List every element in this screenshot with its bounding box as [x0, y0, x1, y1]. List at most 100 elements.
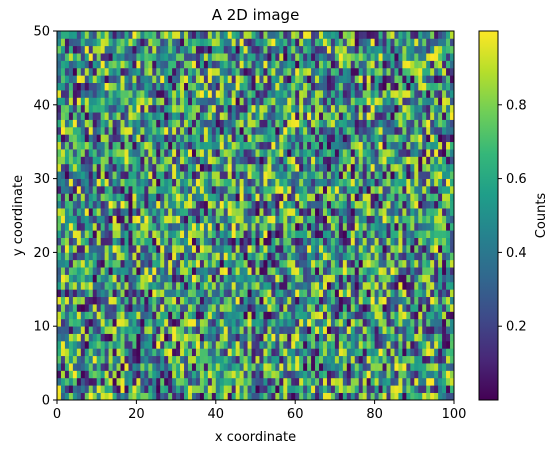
heatmap-cell — [243, 237, 248, 246]
heatmap-cell — [307, 53, 312, 61]
heatmap-cell — [378, 200, 383, 209]
heatmap-cell — [152, 97, 157, 106]
heatmap-cell — [88, 340, 94, 349]
heatmap-cell — [116, 252, 121, 261]
heatmap-cell — [378, 385, 383, 393]
heatmap-cell — [231, 208, 236, 216]
heatmap-cell — [267, 348, 272, 357]
heatmap-cell — [160, 38, 165, 47]
heatmap-cell — [366, 163, 371, 172]
heatmap-cell — [148, 53, 153, 61]
heatmap-cell — [60, 281, 66, 290]
heatmap-cell — [418, 222, 423, 231]
heatmap-cell — [319, 134, 324, 143]
heatmap-cell — [156, 274, 161, 283]
heatmap-cell — [303, 97, 308, 106]
heatmap-cell — [136, 104, 141, 113]
heatmap-cell — [152, 156, 157, 165]
heatmap-cell — [168, 31, 173, 39]
heatmap-cell — [180, 134, 185, 143]
heatmap-cell — [263, 333, 268, 342]
heatmap-cell — [430, 340, 435, 349]
heatmap-cell — [410, 104, 415, 113]
heatmap-cell — [88, 208, 94, 216]
heatmap-cell — [418, 31, 423, 39]
heatmap-cell — [116, 245, 121, 253]
heatmap-cell — [279, 348, 284, 357]
heatmap-cell — [303, 348, 308, 357]
heatmap-cell — [291, 178, 296, 187]
heatmap-cell — [283, 252, 288, 261]
heatmap-cell — [303, 215, 308, 224]
heatmap-cell — [338, 126, 344, 135]
heatmap-cell — [156, 296, 161, 305]
heatmap-cell — [76, 60, 82, 69]
heatmap-cell — [188, 112, 193, 120]
heatmap-cell — [140, 215, 145, 224]
heatmap-cell — [390, 208, 395, 216]
heatmap-cell — [450, 45, 455, 54]
heatmap-cell — [84, 377, 90, 386]
heatmap-cell — [124, 38, 129, 47]
heatmap-cell — [442, 75, 447, 84]
heatmap-cell — [346, 222, 352, 231]
heatmap-cell — [350, 385, 356, 393]
heatmap-cell — [132, 31, 137, 39]
heatmap-cell — [136, 82, 141, 91]
heatmap-cell — [128, 370, 133, 379]
heatmap-cell — [291, 90, 296, 98]
heatmap-cell — [406, 112, 411, 120]
heatmap-cell — [414, 90, 419, 98]
heatmap-cell — [116, 112, 121, 120]
heatmap-cell — [267, 377, 272, 386]
heatmap-cell — [382, 259, 387, 268]
heatmap-cell — [156, 215, 161, 224]
heatmap-cell — [410, 245, 415, 253]
heatmap-cell — [168, 215, 173, 224]
heatmap-cell — [64, 392, 70, 401]
heatmap-cell — [378, 333, 383, 342]
heatmap-cell — [235, 31, 240, 39]
heatmap-cell — [326, 185, 332, 194]
heatmap-cell — [350, 252, 356, 261]
heatmap-cell — [378, 252, 383, 261]
heatmap-cell — [188, 149, 193, 157]
heatmap-cell — [418, 237, 423, 246]
heatmap-cell — [68, 333, 74, 342]
heatmap-cell — [211, 97, 217, 106]
heatmap-cell — [211, 289, 217, 298]
heatmap-cell — [72, 215, 78, 224]
heatmap-cell — [215, 53, 221, 61]
heatmap-cell — [72, 112, 78, 120]
heatmap-cell — [72, 60, 78, 69]
heatmap-cell — [378, 237, 383, 246]
heatmap-cell — [57, 119, 62, 128]
heatmap-cell — [446, 245, 451, 253]
heatmap-cell — [394, 75, 399, 84]
heatmap-cell — [291, 53, 296, 61]
heatmap-cell — [430, 348, 435, 357]
heatmap-cell — [450, 318, 455, 327]
heatmap-cell — [438, 208, 443, 216]
heatmap-cell — [132, 90, 137, 98]
heatmap-cell — [124, 134, 129, 143]
heatmap-cell — [211, 348, 217, 357]
heatmap-cell — [303, 370, 308, 379]
heatmap-cell — [307, 392, 312, 401]
heatmap-cell — [239, 112, 244, 120]
heatmap-cell — [140, 311, 145, 320]
heatmap-cell — [124, 185, 129, 194]
heatmap-cell — [156, 97, 161, 106]
heatmap-cell — [275, 326, 280, 334]
heatmap-cell — [450, 355, 455, 364]
heatmap-cell — [76, 45, 82, 54]
heatmap-cell — [374, 370, 379, 379]
heatmap-cell — [438, 141, 443, 150]
heatmap-cell — [446, 67, 451, 76]
heatmap-cell — [299, 112, 304, 120]
heatmap-cell — [76, 193, 82, 202]
heatmap-cell — [120, 31, 125, 39]
heatmap-cell — [358, 348, 364, 357]
heatmap-cell — [128, 377, 133, 386]
heatmap-cell — [410, 208, 415, 216]
